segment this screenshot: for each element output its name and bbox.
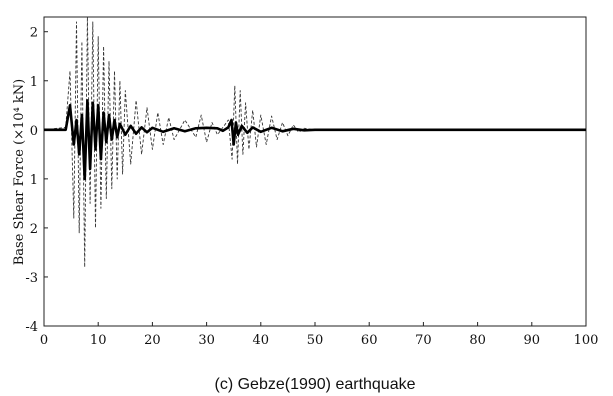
- y-tick-label: -4: [25, 320, 38, 335]
- x-axis: 0 10 20 30 40 50 60 70 80 90 100: [40, 322, 599, 348]
- x-tick-label: 40: [253, 333, 270, 348]
- x-tick-label: 50: [307, 333, 324, 348]
- plot-frame: [43, 16, 587, 327]
- x-tick-label: 30: [198, 333, 215, 348]
- x-tick-label: 20: [144, 333, 161, 348]
- chart-caption: (c) Gebze(1990) earthquake: [215, 376, 416, 393]
- x-tick-label: 0: [40, 333, 48, 348]
- series-solid-line: [44, 99, 586, 181]
- y-tick-label: 0: [30, 124, 38, 139]
- y-tick-label: 1: [30, 173, 38, 188]
- y-tick-label: 1: [30, 75, 38, 90]
- x-tick-label: 100: [574, 333, 599, 348]
- y-axis-label: Base Shear Force (×10⁴ kN): [12, 79, 27, 266]
- y-tick-label: 2: [30, 26, 38, 41]
- y-tick-label: -3: [25, 271, 38, 286]
- series-dashed-line: [43, 16, 586, 268]
- x-tick-label: 60: [361, 333, 378, 348]
- y-tick-label: 2: [30, 222, 38, 237]
- x-tick-label: 80: [469, 333, 486, 348]
- x-tick-label: 10: [90, 333, 107, 348]
- series-layer: [43, 16, 586, 268]
- y-axis: 2 1 0 1 2 -3 -4: [25, 26, 48, 335]
- x-tick-label: 90: [524, 333, 541, 348]
- x-tick-label: 70: [415, 333, 432, 348]
